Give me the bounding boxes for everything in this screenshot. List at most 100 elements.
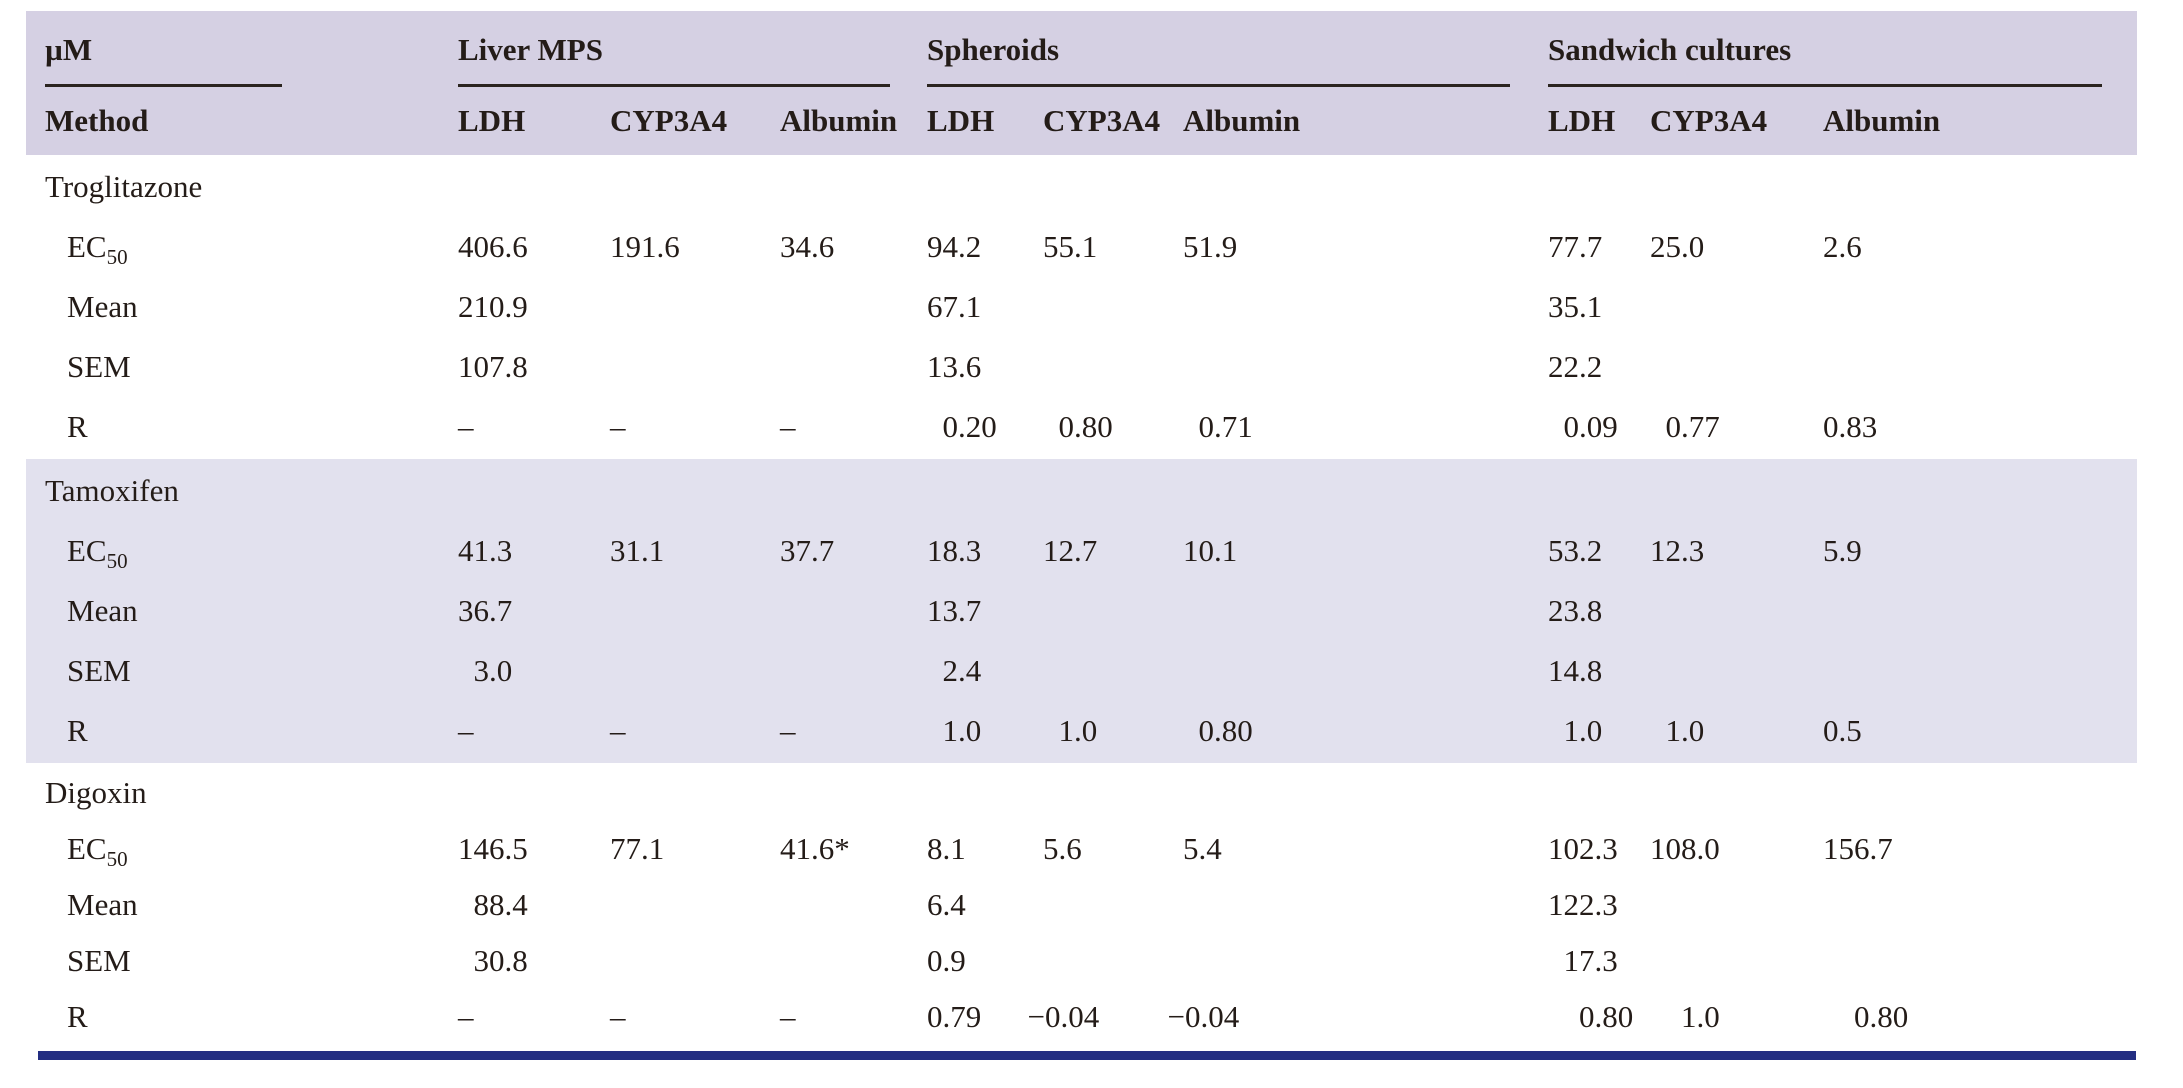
- value-text: 1.0: [1563, 713, 1603, 748]
- value-text: 1.0: [1665, 713, 1705, 748]
- value-cell: 156.7: [1823, 831, 2137, 867]
- value-cell: 18.3: [927, 533, 1043, 569]
- table-header: µM Liver MPS Spheroids Sandwich cultures: [26, 11, 2137, 155]
- value-text: 13.6: [927, 349, 982, 384]
- value-cell: 17.3: [1548, 943, 1650, 979]
- value-cell: 122.3: [1548, 887, 1650, 923]
- value-cell: 0.9: [927, 943, 1043, 979]
- row-label-subscript: 50: [106, 549, 128, 574]
- value-cell: 30.8: [458, 943, 610, 979]
- value-text: 191.6: [610, 229, 680, 264]
- value-text: 0.80: [1058, 409, 1113, 444]
- value-text: 6.4: [927, 887, 966, 922]
- value-text: 3.0: [473, 653, 513, 688]
- header-rule: [927, 84, 1510, 87]
- value-cell: 107.8: [458, 349, 610, 385]
- value-cell: 13.6: [927, 349, 1043, 385]
- value-text: 25.0: [1650, 229, 1705, 264]
- compound-row: Troglitazone: [45, 157, 2137, 217]
- value-text: 102.3: [1548, 831, 1618, 866]
- table-row: EC50 41.3 31.1 37.7 18.3 12.7 10.1 53.2 12.3 5.9: [45, 521, 2137, 581]
- value-text: 14.8: [1548, 653, 1603, 688]
- method-column-header: Method: [45, 103, 149, 138]
- value-text: 17.3: [1563, 943, 1618, 978]
- value-cell: 191.6: [610, 229, 780, 265]
- value-text: 23.8: [1548, 593, 1603, 628]
- value-cell: 12.3: [1650, 533, 1823, 569]
- value-cell: –: [610, 999, 780, 1035]
- row-label: EC50: [67, 831, 128, 872]
- value-text: 0.80: [1198, 713, 1253, 748]
- table-row: R – – – 1.0 1.0 0.80 1.0 1.0 0.5: [45, 701, 2137, 761]
- value-cell: 10.1: [1183, 533, 1548, 569]
- value-cell: –: [780, 713, 927, 749]
- value-text: 156.7: [1823, 831, 1893, 866]
- value-text: 122.3: [1548, 887, 1618, 922]
- value-text: 0.71: [1198, 409, 1253, 444]
- column-header-cyp3a4: CYP3A4: [610, 103, 728, 138]
- value-cell: 1.0: [1650, 999, 1823, 1035]
- column-header-row: Method LDH CYP3A4 Albumin LDH CYP3A4 Albumin L…: [45, 87, 2137, 155]
- value-cell: 5.6: [1043, 831, 1183, 867]
- value-text: 51.9: [1183, 229, 1238, 264]
- value-cell: 25.0: [1650, 229, 1823, 265]
- value-cell: 77.7: [1548, 229, 1650, 265]
- value-cell: 0.71: [1183, 409, 1548, 445]
- table-row: Mean 210.9 67.1 35.1: [45, 277, 2137, 337]
- compound-row: Digoxin: [45, 765, 2137, 821]
- value-cell: −0.04: [1028, 999, 1183, 1035]
- table-row: Mean 88.4 6.4 122.3: [45, 877, 2137, 933]
- value-cell: 210.9: [458, 289, 610, 325]
- value-cell: 3.0: [458, 653, 610, 689]
- value-text: 5.4: [1183, 831, 1222, 866]
- table-row: SEM 30.8 0.9 17.3: [45, 933, 2137, 989]
- value-text: 5.6: [1043, 831, 1082, 866]
- header-rule: [458, 84, 890, 87]
- value-cell: 0.80: [1548, 999, 1650, 1035]
- column-header-ldh: LDH: [927, 103, 995, 138]
- value-cell: 67.1: [927, 289, 1043, 325]
- group-label: Liver MPS: [458, 32, 603, 67]
- row-label-subscript: 50: [106, 847, 128, 872]
- section-troglitazone: Troglitazone EC50 406.6 191.6 34.6 94.2 55.1 51…: [26, 155, 2137, 459]
- value-cell: 13.7: [927, 593, 1043, 629]
- value-text: 67.1: [927, 289, 982, 324]
- value-text: 5.9: [1823, 533, 1862, 568]
- value-cell: 53.2: [1548, 533, 1650, 569]
- value-text: –: [458, 409, 474, 444]
- table-row: Mean 36.7 13.7 23.8: [45, 581, 2137, 641]
- bottom-rule: [38, 1051, 2136, 1060]
- value-text: 2.4: [942, 653, 982, 688]
- value-cell: –: [610, 713, 780, 749]
- value-cell: –: [458, 713, 610, 749]
- value-cell: 35.1: [1548, 289, 1650, 325]
- row-label: SEM: [67, 349, 131, 384]
- group-header-row: µM Liver MPS Spheroids Sandwich cultures: [45, 23, 2137, 87]
- table-row: EC50 146.5 77.1 41.6* 8.1 5.6 5.4 102.3 108.0 156…: [45, 821, 2137, 877]
- value-cell: 37.7: [780, 533, 927, 569]
- value-cell: 41.6*: [780, 831, 927, 867]
- value-cell: –: [458, 999, 610, 1035]
- value-text: –: [610, 409, 626, 444]
- value-cell: –: [780, 409, 927, 445]
- value-cell: 94.2: [927, 229, 1043, 265]
- header-rule: [1548, 84, 2102, 87]
- value-cell: 12.7: [1043, 533, 1183, 569]
- value-text: 0.79: [927, 999, 982, 1034]
- column-header-albumin: Albumin: [1823, 103, 1941, 138]
- value-cell: 5.9: [1823, 533, 2137, 569]
- value-text: 1.0: [1058, 713, 1098, 748]
- group-header-spheroids: Spheroids: [927, 23, 1548, 87]
- value-text: 2.6: [1823, 229, 1862, 264]
- value-cell: –: [458, 409, 610, 445]
- value-cell: –: [610, 409, 780, 445]
- value-text: 0.5: [1823, 713, 1862, 748]
- value-text: 210.9: [458, 289, 528, 324]
- value-cell: 36.7: [458, 593, 610, 629]
- value-cell: 55.1: [1043, 229, 1183, 265]
- value-cell: 406.6: [458, 229, 610, 265]
- value-cell: 77.1: [610, 831, 780, 867]
- value-cell: 1.0: [927, 713, 1043, 749]
- value-text: 10.1: [1183, 533, 1238, 568]
